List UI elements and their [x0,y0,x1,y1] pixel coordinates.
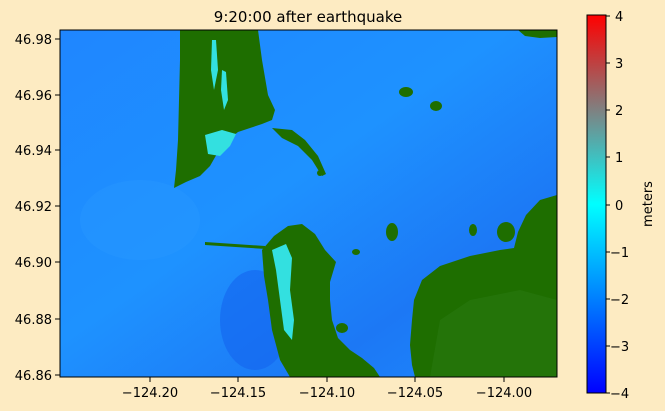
south-jetty [205,242,266,249]
north-peninsula [174,30,275,188]
colorbar-tick-label: −2 [610,293,629,308]
x-tick-label: −124.05 [387,386,443,401]
colorbar-gradient [586,14,607,394]
northeast-land [518,30,557,38]
x-tick-label: −124.20 [122,386,178,401]
y-tick-label: 46.94 [15,144,52,159]
colorbar-tick-label: 3 [615,57,623,72]
colorbar-tick-label: 4 [615,10,623,25]
colorbar-tick-label: 2 [615,104,623,119]
y-tick-label: 46.86 [15,369,52,384]
x-axis: −124.20 −124.15 −124.10 −124.05 −124.00 [122,377,532,401]
colorbar-tick-label: −4 [610,387,629,402]
y-tick-label: 46.98 [15,33,52,48]
colorbar-tick-label: −3 [610,340,629,355]
y-axis: 46.98 46.96 46.94 46.92 46.90 46.88 46.8… [15,33,60,384]
y-tick-label: 46.88 [15,313,52,328]
x-tick-label: −124.00 [476,386,532,401]
y-tick-label: 46.92 [15,200,52,215]
colorbar: 4 3 2 1 0 −1 −2 −3 −4 meters [586,10,656,402]
map-panel [60,30,557,377]
y-tick-label: 46.96 [15,89,52,104]
map-frame [59,29,558,378]
north-shallow-area [205,130,236,156]
y-tick-label: 46.90 [15,256,52,271]
island [399,87,413,97]
south-shallow-area [272,244,294,340]
x-tick-label: −124.10 [299,386,355,401]
colorbar-tick-label: 1 [615,151,623,166]
colorbar-tick-label: 0 [615,199,623,214]
chart-title: 9:20:00 after earthquake [214,8,402,26]
x-tick-label: −124.15 [210,386,266,401]
colorbar-label: meters [641,181,656,227]
colorbar-tick-label: −1 [610,246,629,261]
